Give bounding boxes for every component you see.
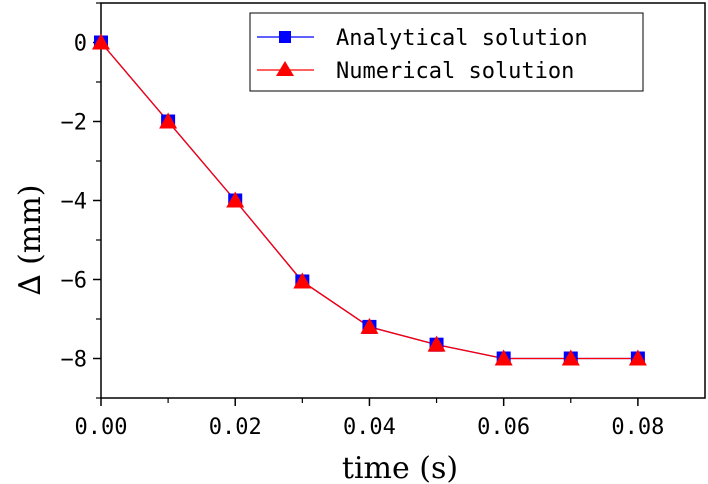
data-point	[159, 112, 178, 129]
y-tick-label: −4	[61, 190, 88, 215]
legend-marker-analytical	[279, 31, 291, 43]
legend-marker-numerical	[276, 61, 294, 76]
y-tick-label: −8	[61, 348, 88, 373]
y-tick-label: 0	[74, 32, 87, 57]
data-point	[293, 272, 312, 289]
data-point	[92, 33, 110, 50]
data-point	[628, 349, 647, 366]
y-tick-label: −6	[61, 269, 88, 294]
y-tick-label: −2	[61, 111, 88, 136]
data-point	[360, 317, 379, 334]
x-axis-title: time (s)	[342, 451, 458, 484]
legend-label-numerical: Numerical solution	[336, 59, 574, 84]
legend-box	[249, 12, 644, 92]
x-tick-label: 0.08	[611, 415, 664, 440]
x-axis: 0.00 0.02 0.04 0.06 0.08	[75, 398, 664, 440]
legend: Analytical solution Numerical solution	[249, 12, 644, 92]
data-point	[226, 191, 245, 208]
series-layer	[92, 33, 647, 366]
y-axis-title: ∆ (mm)	[13, 185, 48, 296]
x-tick-label: 0.04	[343, 415, 396, 440]
y-axis: 0 −2 −4 −6 −8	[61, 2, 101, 399]
data-point	[427, 335, 446, 352]
x-tick-label: 0.02	[209, 415, 262, 440]
data-point	[494, 349, 513, 366]
legend-label-analytical: Analytical solution	[336, 26, 588, 51]
x-tick-label: 0.06	[477, 415, 530, 440]
data-point	[561, 349, 580, 366]
x-tick-label: 0.00	[75, 415, 128, 440]
